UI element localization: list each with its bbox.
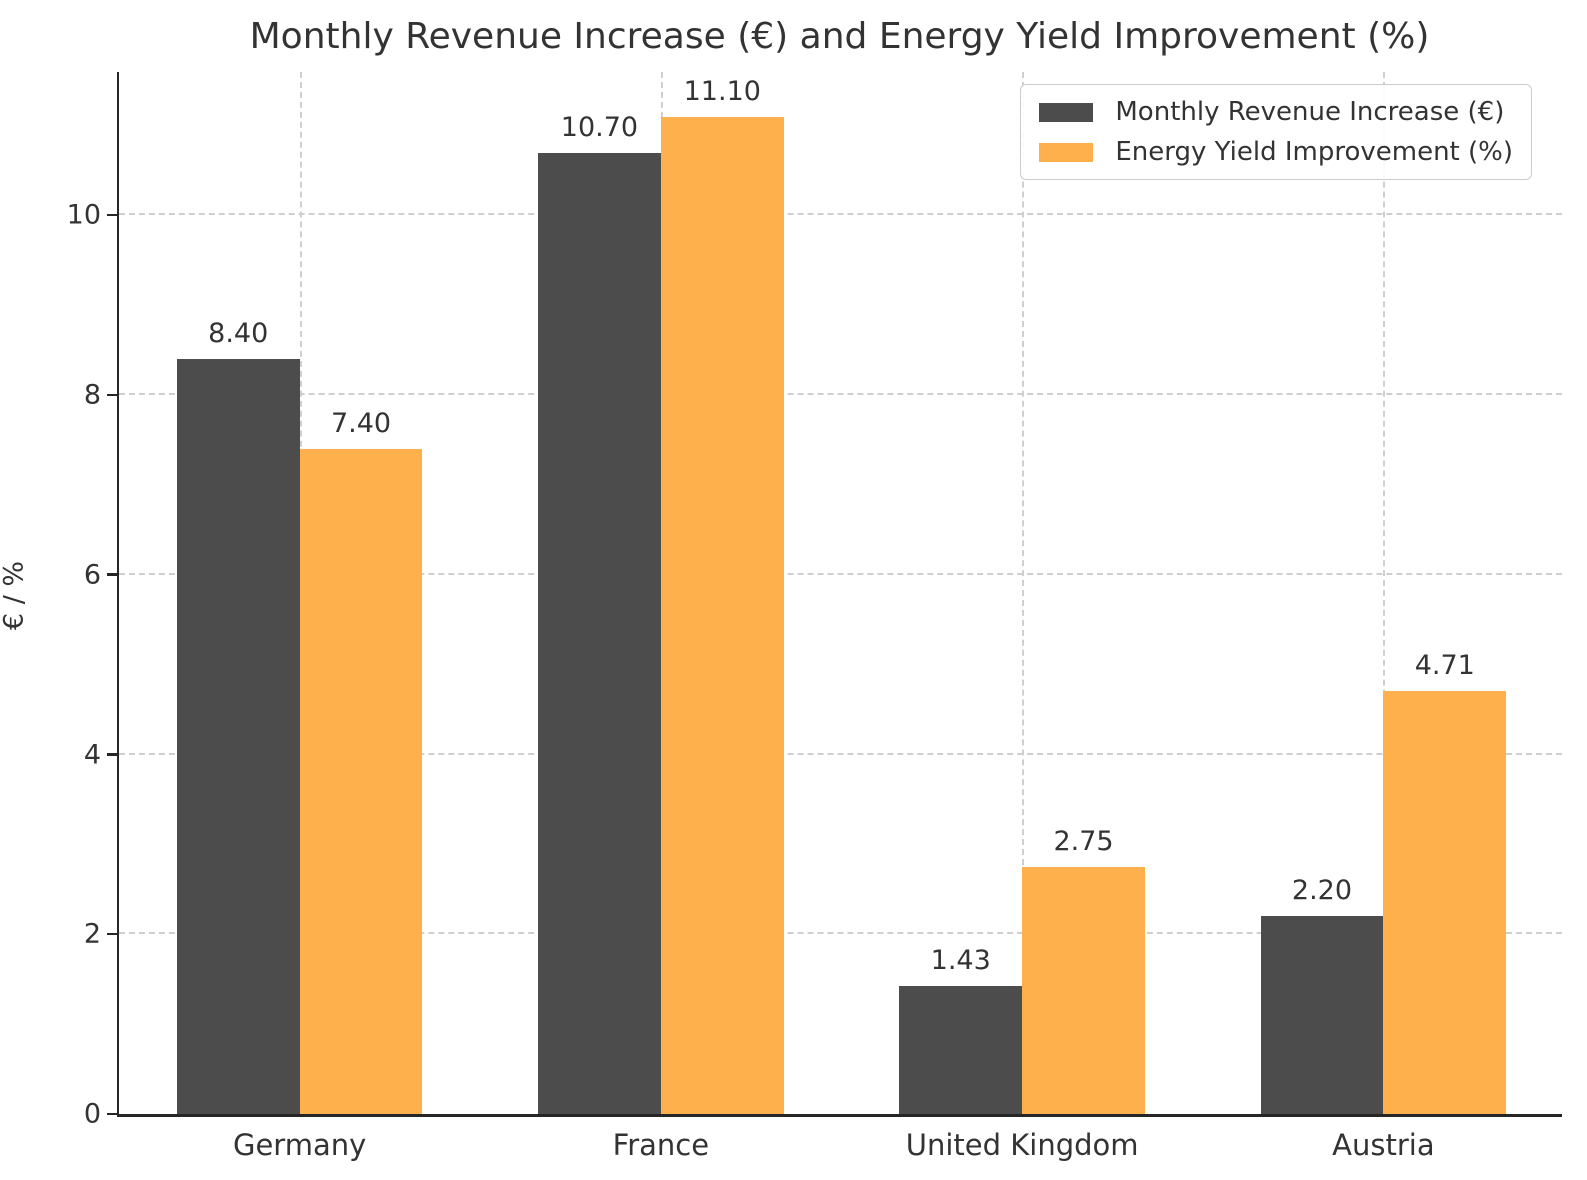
gridline-vertical <box>1022 72 1025 1114</box>
bar-value-label: 2.20 <box>1291 875 1353 907</box>
y-axis-label: € / % <box>0 560 30 631</box>
y-axis-tick <box>107 213 117 217</box>
legend-swatch-icon <box>1039 102 1094 122</box>
chart-title: Monthly Revenue Increase (€) and Energy … <box>249 16 1430 57</box>
x-tick-label: France <box>612 1128 710 1162</box>
y-tick-label: 6 <box>83 559 101 591</box>
y-tick-label: 10 <box>66 199 101 231</box>
legend: Monthly Revenue Increase (€) Energy Yield… <box>1020 84 1532 180</box>
bar-value-label: 8.40 <box>208 318 269 350</box>
bar-revenue <box>1260 916 1384 1114</box>
y-axis-tick <box>107 573 117 576</box>
x-tick-label: United Kingdom <box>905 1128 1139 1162</box>
bar-yield <box>1022 866 1145 1114</box>
y-axis-tick <box>107 393 117 397</box>
y-axis-tick <box>107 932 117 936</box>
y-tick-label: 4 <box>83 739 101 771</box>
gridline-horizontal <box>119 213 1562 216</box>
bar-value-label: 7.40 <box>330 408 392 440</box>
bar-revenue <box>176 359 300 1114</box>
x-tick-label: Germany <box>232 1128 367 1162</box>
bar-value-label: 2.75 <box>1053 825 1114 857</box>
legend-item: Monthly Revenue Increase (€) <box>1039 97 1513 127</box>
y-tick-label: 0 <box>83 1098 101 1130</box>
x-tick-label: Austria <box>1332 1128 1435 1162</box>
gridline-horizontal <box>119 932 1562 935</box>
bar-yield <box>660 116 784 1114</box>
bar-yield <box>299 449 423 1114</box>
bar-revenue <box>899 985 1023 1114</box>
y-tick-label: 8 <box>83 379 101 411</box>
gridline-vertical <box>1383 72 1386 1114</box>
gridline-horizontal <box>119 572 1562 575</box>
legend-item: Energy Yield Improvement (%) <box>1039 137 1513 167</box>
y-axis-tick <box>107 753 117 756</box>
y-tick-label: 2 <box>83 918 101 950</box>
bar-value-label: 11.10 <box>683 75 761 107</box>
bar-value-label: 10.70 <box>560 111 639 143</box>
bar-value-label: 4.71 <box>1414 649 1475 681</box>
bar-value-label: 1.43 <box>930 944 991 976</box>
gridline-horizontal <box>119 752 1562 755</box>
bar-yield <box>1383 690 1507 1114</box>
y-axis-tick <box>107 1112 117 1115</box>
legend-label: Energy Yield Improvement (%) <box>1115 137 1513 167</box>
legend-swatch-icon <box>1039 142 1094 162</box>
plot-area: Monthly Revenue Increase (€) Energy Yield… <box>67 72 1562 1162</box>
gridline-horizontal <box>119 393 1562 396</box>
bar-revenue <box>538 152 661 1114</box>
legend-label: Monthly Revenue Increase (€) <box>1115 97 1505 127</box>
